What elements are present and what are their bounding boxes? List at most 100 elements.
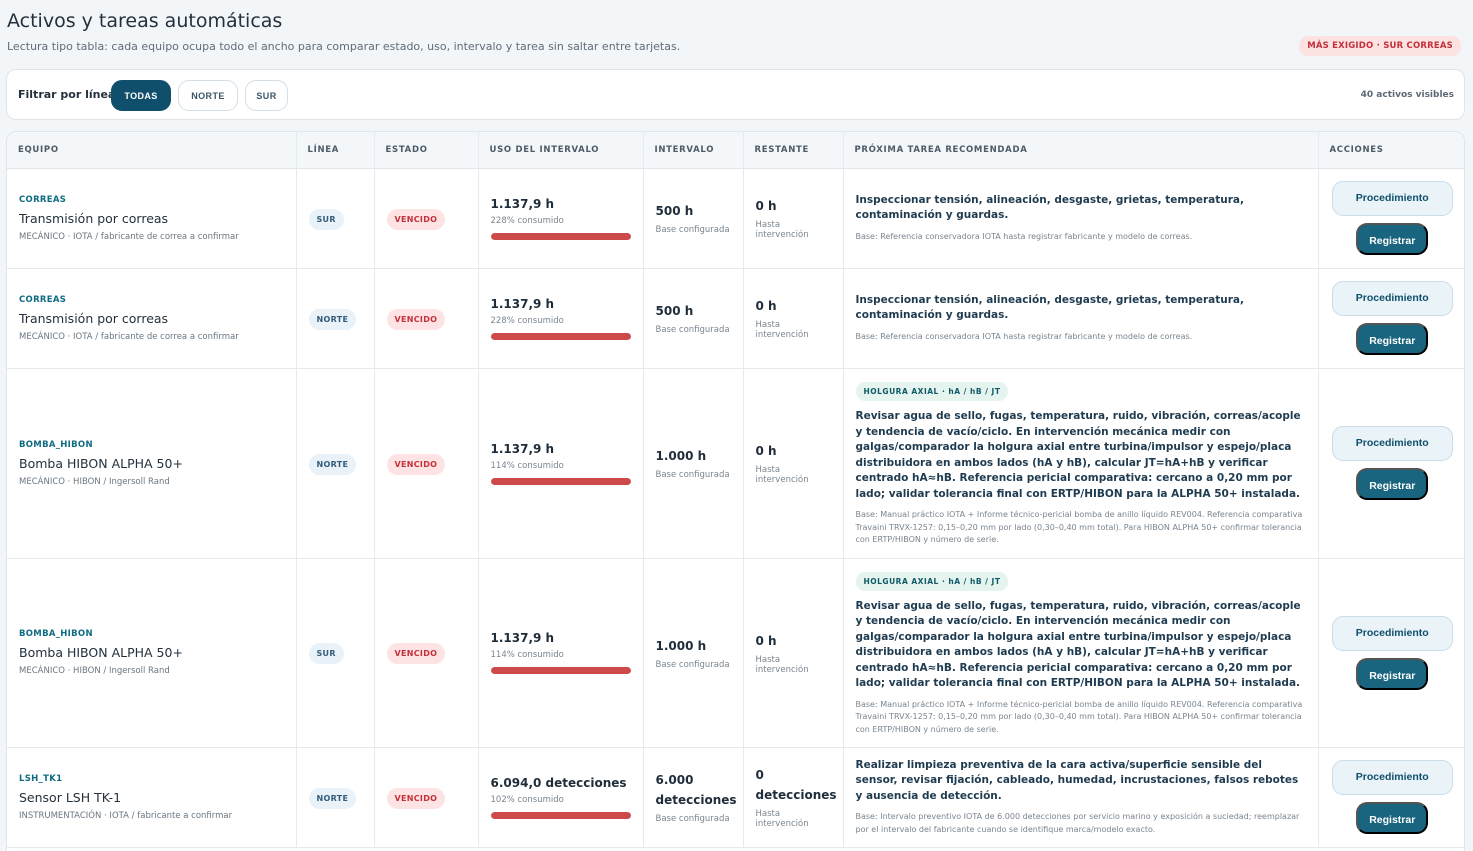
line-badge: NORTE [308,308,357,330]
procedure-button[interactable]: Procedimiento [1331,760,1453,795]
cell-linea: NORTE [296,368,375,559]
remaining-value: 0 h [755,299,777,313]
table-row: LSH_TK1 Sensor LSH TK-1 INSTRUMENTACIÓN … [7,747,1464,848]
most-demanded-badge: MÁS EXIGIDO · SUR CORREAS [1299,36,1461,56]
remaining-value: 0 h [755,444,777,458]
interval-note: Base configurada [655,814,730,824]
equipment-meta: MECÁNICO · IOTA / fabricante de correa a… [19,331,239,342]
use-value: 1.137,9 h [490,441,555,456]
register-button[interactable]: Registrar [1356,468,1429,500]
cell-linea: NORTE [296,268,375,369]
interval-note: Base configurada [655,470,730,480]
cell-tarea: HOLGURA AXIAL · hA / hB / JT Revisar agu… [843,558,1319,748]
cell-intervalo: 1.000 h Base configurada [643,558,744,748]
cell-acciones: Procedimiento Registrar [1318,268,1464,369]
equipment-meta: MECÁNICO · HIBON / Ingersoll Rand [19,476,170,487]
equipment-name: Transmisión por correas [19,310,169,326]
task-text: Inspeccionar tensión, alineación, desgas… [855,193,1245,222]
register-button[interactable]: Registrar [1356,802,1429,834]
procedure-button[interactable]: Procedimiento [1331,281,1453,316]
use-percent: 228% consumido [490,215,564,226]
remaining-value: 0 detecciones [755,768,837,802]
cell-restante: 0 h Hasta intervención [743,268,844,369]
equipment-name: Bomba HIBON ALPHA 50+ [19,645,183,660]
equipment-code: BOMBA_HIBON [19,629,93,639]
equipment-meta: MECÁNICO · IOTA / fabricante de correa a… [19,231,239,242]
equipment-name: Transmisión por correas [19,210,169,226]
table-row: CORREAS Transmisión por correas MECÁNICO… [7,168,1464,269]
cell-estado: VENCIDO [374,168,479,269]
col-header-linea: LÍNEA [296,132,375,169]
page-header: Activos y tareas automáticas Lectura tip… [7,10,1467,56]
use-percent: 228% consumido [490,315,564,326]
cell-estado: VENCIDO [374,747,479,848]
col-header-restante: RESTANTE [743,132,844,169]
cell-tarea: Inspeccionar tensión, alineación, desgas… [843,168,1319,269]
col-header-uso: USO DEL INTERVALO [478,132,644,169]
use-percent: 114% consumido [490,650,564,660]
cell-uso: 1.137,9 h 114% consumido [478,368,644,559]
page-subtitle: Lectura tipo tabla: cada equipo ocupa to… [7,40,681,53]
col-header-equipo: EQUIPO [7,132,297,169]
task-text: Revisar agua de sello, fugas, temperatur… [855,410,1301,500]
equipment-meta: INSTRUMENTACIÓN · IOTA / fabricante a co… [19,810,233,821]
cell-tarea: Realizar limpieza preventiva de la cara … [843,747,1319,848]
line-badge: NORTE [308,787,357,809]
equipment-code: CORREAS [19,294,67,305]
interval-note: Base configurada [655,659,730,670]
filter-label: Filtrar por línea: [18,88,120,101]
register-button[interactable]: Registrar [1356,323,1429,355]
equipment-name: Sensor LSH TK-1 [19,789,122,805]
interval-value: 500 h [655,304,694,318]
use-value: 1.137,9 h [490,296,555,311]
task-tag: HOLGURA AXIAL · hA / hB / JT [855,571,1009,591]
cell-uso: 1.137,9 h 228% consumido [478,268,644,369]
col-header-estado: ESTADO [374,132,479,169]
visible-count: 40 activos visibles [1360,90,1454,100]
cell-restante: 0 detecciones Hasta intervención [743,747,844,848]
cell-acciones: Procedimiento Registrar [1318,558,1464,748]
cell-equipo: BOMBA_HIBON Bomba HIBON ALPHA 50+ MECÁNI… [7,368,297,559]
filter-chip-todas[interactable]: TODAS [111,80,171,111]
cell-restante: 0 h Hasta intervención [743,168,844,269]
table-body: CORREAS Transmisión por correas MECÁNICO… [7,168,1464,848]
table-row: BOMBA_HIBON Bomba HIBON ALPHA 50+ MECÁNI… [7,368,1464,559]
cell-acciones: Procedimiento Registrar [1318,747,1464,848]
task-base: Base: Referencia conservadora IOTA hasta… [855,331,1193,341]
table-header-row: EQUIPO LÍNEA ESTADO USO DEL INTERVALO IN… [7,132,1464,169]
usage-bar-fill [490,811,631,819]
remaining-note: Hasta intervención [755,809,809,829]
cell-linea: SUR [296,168,375,269]
task-base: Base: Intervalo preventivo IOTA de 6.000… [855,812,1300,834]
usage-bar [490,477,631,485]
register-button[interactable]: Registrar [1356,657,1429,690]
interval-note: Base configurada [655,225,730,235]
remaining-note: Hasta intervención [755,220,809,240]
task-text: Inspeccionar tensión, alineación, desgas… [855,293,1245,322]
status-badge: VENCIDO [386,308,446,330]
cell-intervalo: 500 h Base configurada [643,168,744,269]
cell-uso: 6.094,0 detecciones 102% consumido [478,747,644,848]
filter-chip-norte[interactable]: NORTE [178,80,238,111]
status-badge: VENCIDO [386,787,446,809]
cell-linea: NORTE [296,747,375,848]
filter-chip-sur[interactable]: SUR [245,80,288,111]
cell-intervalo: 6.000 detecciones Base configurada [643,747,744,848]
task-text: Realizar limpieza preventiva de la cara … [855,758,1299,802]
task-base: Base: Referencia conservadora IOTA hasta… [855,231,1193,241]
procedure-button[interactable]: Procedimiento [1331,181,1453,216]
status-badge: VENCIDO [386,643,446,664]
register-button[interactable]: Registrar [1356,223,1429,255]
line-badge: SUR [308,643,344,664]
cell-intervalo: 500 h Base configurada [643,268,744,369]
cell-acciones: Procedimiento Registrar [1318,168,1464,269]
use-value: 1.137,9 h [490,631,555,645]
procedure-button[interactable]: Procedimiento [1331,615,1453,651]
cell-tarea: Inspeccionar tensión, alineación, desgas… [843,268,1319,369]
cell-equipo: CORREAS Transmisión por correas MECÁNICO… [7,168,297,269]
cell-acciones: Procedimiento Registrar [1318,368,1464,559]
procedure-button[interactable]: Procedimiento [1331,426,1453,461]
cell-estado: VENCIDO [374,268,479,369]
usage-bar-fill [490,477,631,485]
usage-bar-fill [490,667,631,674]
